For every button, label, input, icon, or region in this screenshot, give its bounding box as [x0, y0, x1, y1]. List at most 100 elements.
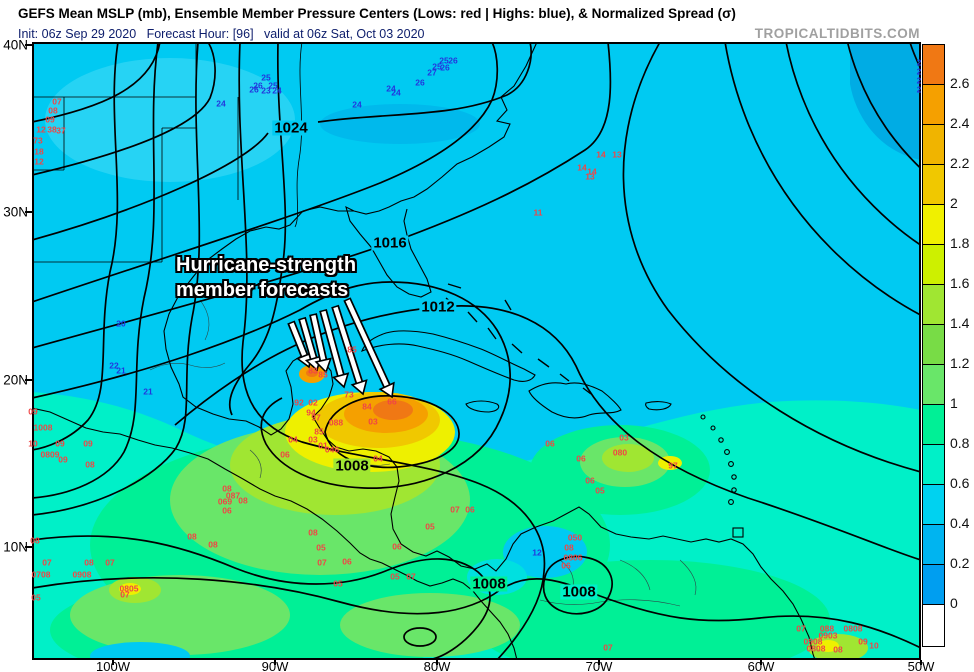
pressure-center-low: 1008	[33, 422, 53, 433]
colorbar-tick-label: 1	[950, 395, 958, 411]
lat-tick	[25, 211, 32, 213]
colorbar-tick-label: 1.8	[950, 235, 970, 251]
pressure-center-low: 92	[294, 397, 304, 408]
isobar-label: 1016	[371, 234, 409, 252]
pressure-center-low: 85	[314, 426, 324, 437]
pressure-center-low: 10	[869, 640, 879, 651]
pressure-center-high: 2	[916, 66, 922, 77]
pressure-center-high: 21	[143, 386, 153, 397]
pressure-center-low: 03	[368, 416, 378, 427]
pressure-center-low: 088	[328, 417, 344, 428]
pressure-center-high: 22	[109, 360, 119, 371]
pressure-center-low: 0708	[31, 569, 51, 580]
colorbar-tick-label: 2.4	[950, 115, 970, 131]
pressure-center-low: 0908	[72, 569, 92, 580]
pressure-center-high: 25	[261, 72, 271, 83]
pressure-center-low: 02	[308, 397, 318, 408]
pressure-center-low: 08	[84, 557, 94, 568]
pressure-center-low: 09	[45, 114, 55, 125]
pressure-center-low: 080	[612, 447, 628, 458]
lat-axis-label: 10N	[3, 539, 28, 555]
lon-tick	[920, 660, 922, 665]
colorbar-cell	[923, 404, 944, 444]
lat-axis-label: 20N	[3, 372, 28, 388]
pressure-center-high: 27	[427, 67, 437, 78]
pressure-center-low: 087	[225, 490, 241, 501]
pressure-center-high: 24	[352, 99, 362, 110]
colorbar-tick-label: 0	[950, 595, 958, 611]
pressure-center-low: 37	[56, 125, 66, 136]
pressure-center-low: 088	[819, 623, 835, 634]
pressure-center-low: 05	[425, 521, 435, 532]
pressure-center-low: 97	[311, 412, 321, 423]
pressure-center-low: 08	[222, 483, 232, 494]
pressure-center-high: 26	[415, 77, 425, 88]
colorbar-cell	[923, 484, 944, 524]
pressure-center-low: 07	[603, 642, 613, 653]
pressure-center-low: 04	[373, 453, 383, 464]
pressure-center-low: 38	[47, 124, 57, 135]
pressure-center-high: 2	[916, 57, 922, 68]
pressure-center-low: 08	[308, 527, 318, 538]
pressure-center-low: 84	[362, 401, 372, 412]
pressure-center-high: 24	[272, 85, 282, 96]
pressure-center-low: 97	[668, 460, 678, 471]
pressure-center-low: 13	[585, 171, 595, 182]
colorbar-cell	[923, 284, 944, 324]
lat-tick	[25, 379, 32, 381]
colorbar-tick-label: 2	[950, 195, 958, 211]
pressure-center-low: 09	[858, 636, 868, 647]
pressure-center-low: 13	[612, 149, 622, 160]
pressure-center-low: 0805	[119, 583, 139, 594]
pressure-center-low: 12	[34, 156, 44, 167]
pressure-center-low: 05	[31, 592, 41, 603]
pressure-center-low: 14	[596, 149, 606, 160]
pressure-center-low: 08	[564, 542, 574, 553]
lat-tick	[25, 546, 32, 548]
colorbar-tick-label: 1.4	[950, 315, 970, 331]
pressure-center-low: 08	[85, 459, 95, 470]
pressure-center-low: 050	[567, 532, 583, 543]
pressure-center-low: 07	[52, 96, 62, 107]
pressure-center-high: 24	[216, 98, 226, 109]
annotation-line-2: member forecasts	[176, 279, 349, 301]
pressure-center-low: 73	[33, 135, 43, 146]
pressure-center-low: 06	[545, 438, 555, 449]
colorbar-cell	[923, 124, 944, 164]
pressure-center-low: 08	[238, 495, 248, 506]
pressure-center-low: 03	[619, 432, 629, 443]
watermark: TROPICALTIDBITS.COM	[754, 26, 920, 41]
pressure-center-low: 07	[406, 571, 416, 582]
isobar-label: 1008	[470, 575, 508, 593]
colorbar-cell	[923, 204, 944, 244]
colorbar-tick-label: 0.2	[950, 555, 970, 571]
pressure-center-low: 14	[587, 166, 597, 177]
lon-axis-label: 60W	[747, 659, 775, 672]
colorbar-cell	[923, 364, 944, 404]
page-title: GEFS Mean MSLP (mb), Ensemble Member Pre…	[18, 6, 736, 21]
pressure-center-low: 0903	[818, 630, 838, 641]
colorbar-tick-label: 0.6	[950, 475, 970, 491]
pressure-center-high: 20	[116, 318, 126, 329]
pressure-center-low: 08	[30, 535, 40, 546]
isobar-label: 1024	[272, 119, 310, 137]
map-canvas	[32, 42, 921, 660]
colorbar-cell	[923, 164, 944, 204]
pressure-center-low: 10	[28, 438, 38, 449]
hurricane-annotation: Hurricane-strength member forecasts	[176, 253, 356, 303]
pressure-center-high: 24	[391, 87, 401, 98]
pressure-center-low: 07	[317, 557, 327, 568]
pressure-center-high: 25	[268, 80, 278, 91]
isobar-label: 1008	[560, 583, 598, 601]
pressure-center-low: 05	[333, 578, 343, 589]
colorbar-cell	[923, 444, 944, 484]
lon-tick	[760, 660, 762, 665]
lat-axis-label: 30N	[3, 204, 28, 220]
pressure-center-low: 14	[577, 162, 587, 173]
pressure-center-high: 26	[440, 62, 450, 73]
pressure-center-low: 069	[217, 496, 233, 507]
pressure-center-low: 0808	[843, 623, 863, 634]
pressure-center-low: 66	[387, 396, 397, 407]
pressure-center-high: 21	[116, 365, 126, 376]
colorbar-cell	[923, 604, 944, 646]
